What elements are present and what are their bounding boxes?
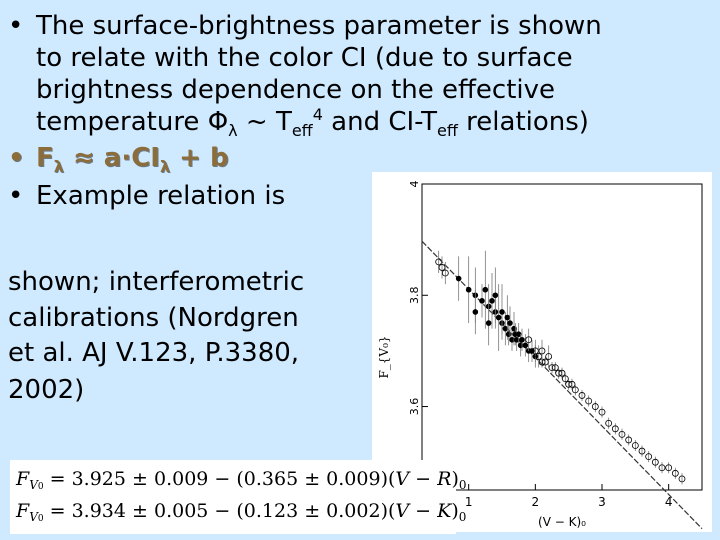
text: ≈ a·CI — [63, 143, 160, 173]
data-point-open — [591, 403, 599, 410]
data-point-open — [571, 386, 579, 394]
bullet-1-line-2: to relate with the color CI (due to surf… — [36, 43, 573, 73]
text: = 3.934 ± 0.005 − (0.123 ± 0.002)( — [43, 500, 396, 522]
data-point-open — [658, 464, 666, 472]
x-tick-label: 4 — [665, 495, 673, 509]
subscript: V — [29, 510, 38, 524]
data-point-filled — [519, 336, 525, 343]
data-point-open — [645, 453, 653, 461]
data-point-filled — [495, 314, 502, 321]
text: V − R — [395, 468, 452, 490]
y-tick-label: 3.6 — [408, 398, 421, 416]
data-point-open — [568, 380, 576, 388]
formula-box: FV0 = 3.925 ± 0.009 − (0.365 ± 0.009)(V … — [10, 460, 467, 534]
subscript: 0 — [37, 482, 44, 492]
data-point-filled — [465, 286, 472, 293]
bullet-2-formula: • Fλ ≈ a·CIλ + b — [8, 142, 708, 176]
data-point-open — [578, 392, 586, 399]
text: + b — [170, 143, 229, 173]
bullet-marker: • — [8, 143, 25, 173]
data-point-open — [631, 442, 639, 449]
data-point-filled — [485, 320, 492, 326]
data-point-open — [611, 425, 619, 433]
data-point-open — [538, 347, 546, 355]
text: ) — [451, 468, 459, 490]
data-point-filled — [513, 336, 520, 343]
data-point-filled — [492, 292, 499, 299]
subscript: 0 — [458, 478, 467, 492]
data-point-open — [671, 469, 679, 477]
data-point-open — [441, 269, 449, 277]
data-point-filled — [472, 309, 479, 315]
data-point-open — [598, 408, 606, 416]
text: ) — [451, 500, 459, 522]
bullet-list: • The surface-brightness parameter is sh… — [8, 10, 708, 212]
y-tick-label: 3.8 — [408, 287, 421, 305]
plot-frame — [421, 183, 703, 491]
data-point-filled — [507, 320, 513, 326]
bullet-3: • Example relation is — [8, 180, 708, 212]
data-point-filled — [482, 286, 489, 293]
text: F — [16, 468, 30, 490]
x-tick-label: 3 — [598, 495, 606, 509]
text: = 3.925 ± 0.009 − (0.365 ± 0.009)( — [43, 468, 396, 490]
bullet-marker: • — [8, 11, 24, 41]
text: F — [16, 500, 30, 522]
subscript: λ — [159, 157, 171, 176]
text: V − K — [395, 500, 452, 522]
data-point-open — [651, 458, 659, 466]
data-point-filled — [504, 314, 511, 321]
data-point-filled — [515, 331, 522, 338]
data-point-open — [638, 447, 646, 455]
data-point-filled — [455, 275, 462, 282]
formula-2: FV0 = 3.934 ± 0.005 − (0.123 ± 0.002)(V … — [16, 500, 467, 524]
bullet-3-line-2: shown; interferometric — [8, 267, 305, 297]
text: relations) — [457, 107, 589, 137]
formula-1: FV0 = 3.925 ± 0.009 − (0.365 ± 0.009)(V … — [16, 468, 467, 492]
bullet-1-line-1: The surface-brightness parameter is show… — [36, 11, 602, 41]
text: and CI-T — [322, 107, 438, 137]
data-point-open — [605, 419, 613, 427]
bullet-3-line-1: Example relation is — [36, 181, 286, 211]
x-tick-label: 2 — [532, 495, 540, 509]
data-point-open — [618, 430, 626, 438]
bullet-1-line-3: brightness dependence on the effective — [36, 75, 556, 105]
subscript: λ — [53, 157, 64, 176]
scatter-chart: 1 2 3 4 4 3.8 3.6 (V − K)₀ F_{V₀} — [377, 181, 703, 530]
x-tick-label: 1 — [465, 495, 473, 509]
data-point-open — [665, 464, 673, 472]
data-point-filled — [522, 342, 529, 349]
text: temperature Φ — [36, 107, 229, 137]
data-point-filled — [499, 309, 505, 315]
data-point-open — [585, 397, 593, 405]
data-point-filled — [502, 325, 509, 332]
bullet-1-line-4: temperature Φλ ~ Teff4 and CI-Teff relat… — [36, 105, 708, 140]
data-point-open — [525, 336, 533, 344]
y-axis-label: F_{V₀} — [377, 335, 391, 378]
subscript: λ — [228, 121, 238, 140]
y-tick-label: 4 — [408, 181, 421, 188]
subscript: 0 — [37, 514, 44, 524]
data-point-filled — [489, 298, 495, 304]
data-point-open — [678, 475, 686, 483]
subscript: eff — [437, 121, 458, 140]
data-point-filled — [479, 298, 485, 304]
text: ~ T — [237, 107, 292, 137]
data-point-open — [625, 436, 633, 444]
bullet-marker: • — [8, 181, 24, 211]
text: F — [36, 143, 54, 173]
bullet-3-line-5: 2002) — [8, 375, 85, 405]
bullet-3-line-3: calibrations (Nordgren — [8, 303, 299, 333]
bullet-1: • The surface-brightness parameter is sh… — [8, 10, 708, 140]
data-point-open — [545, 353, 553, 360]
subscript: eff — [291, 121, 313, 140]
bullet-3-line-4: et al. AJ V.123, P.3380, — [8, 338, 300, 368]
x-axis-label: (V − K)₀ — [538, 515, 586, 529]
superscript: 4 — [312, 105, 323, 124]
subscript: 0 — [458, 510, 467, 524]
subscript: V — [29, 478, 38, 492]
